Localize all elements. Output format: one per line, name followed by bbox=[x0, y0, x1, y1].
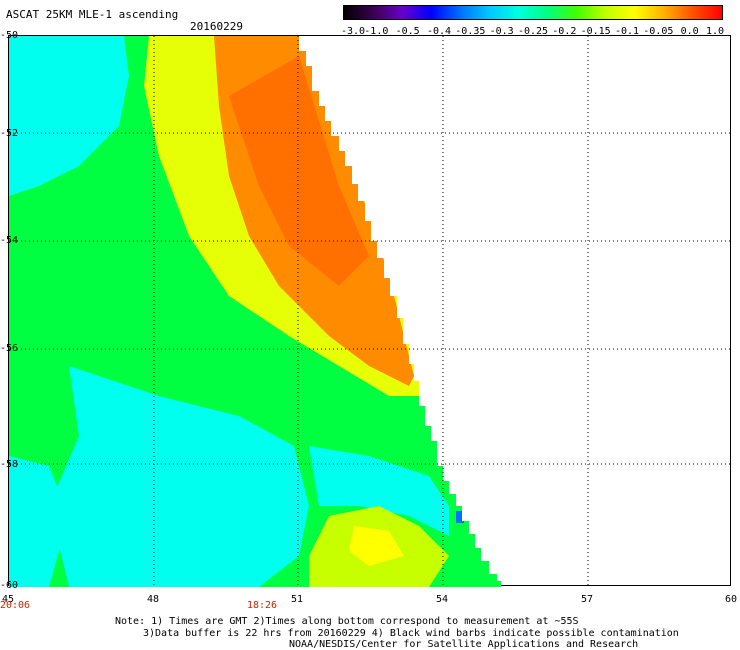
colorbar-tick-label: -0.05 bbox=[643, 26, 674, 37]
colorbar-tick-label: -0.4 bbox=[426, 26, 452, 37]
colorbar-tick-label: -0.35 bbox=[455, 26, 486, 37]
x-label-60: 60 bbox=[724, 594, 738, 605]
swath-svg bbox=[9, 36, 732, 587]
field-orange-deep bbox=[229, 56, 369, 286]
y-label-50: -50 bbox=[0, 30, 19, 41]
field-cyan-nw bbox=[9, 36, 129, 196]
map-plot bbox=[8, 35, 732, 587]
colorbar-tick-label: -0.3 bbox=[489, 26, 514, 37]
map-date: 20160229 bbox=[190, 20, 243, 33]
time-label-0: 20:06 bbox=[0, 600, 31, 611]
colorbar-tick-label: -0.2 bbox=[552, 26, 577, 37]
colorbar-tick-label: -0.15 bbox=[580, 26, 611, 37]
field-yellow-south bbox=[349, 526, 404, 566]
field-cyan-sw bbox=[9, 456, 69, 587]
x-label-54: 54 bbox=[435, 594, 449, 605]
colorbar-tick-label: -3.0 bbox=[340, 26, 366, 37]
note-line-3: NOAA/NESDIS/Center for Satellite Applica… bbox=[289, 639, 639, 650]
swath-field bbox=[9, 36, 501, 587]
colorbar-tick-label: -1.0 bbox=[364, 26, 389, 37]
map-title: ASCAT 25KM MLE-1 ascending bbox=[6, 8, 179, 21]
field-blue-spot bbox=[456, 511, 464, 523]
x-label-48: 48 bbox=[146, 594, 160, 605]
x-label-45: 45 bbox=[1, 594, 15, 605]
colorbar-tick-label: 1.0 bbox=[705, 26, 725, 37]
field-cyan-east bbox=[309, 446, 449, 536]
y-label-54: -54 bbox=[0, 235, 19, 246]
colorbar-tick-label: -0.5 bbox=[395, 26, 420, 37]
colorbar-tick-label: -0.25 bbox=[517, 26, 549, 37]
note-line-1: Note: 1) Times are GMT 2)Times along bot… bbox=[115, 616, 579, 627]
colorbar-tick-label: -0.1 bbox=[614, 26, 640, 37]
colorbar bbox=[343, 5, 723, 20]
y-label-60: -60 bbox=[0, 580, 19, 591]
y-label-58: -58 bbox=[0, 459, 19, 470]
time-label-1: 18:26 bbox=[246, 600, 278, 611]
x-label-57: 57 bbox=[580, 594, 594, 605]
note-line-2: 3)Data buffer is 22 hrs from 20160229 4)… bbox=[143, 628, 679, 639]
x-label-51: 51 bbox=[290, 594, 304, 605]
y-label-56: -56 bbox=[0, 343, 19, 354]
colorbar-tick-label: 0.0 bbox=[680, 26, 699, 37]
field-cyan-south bbox=[49, 366, 309, 587]
y-label-52: -52 bbox=[0, 128, 19, 139]
